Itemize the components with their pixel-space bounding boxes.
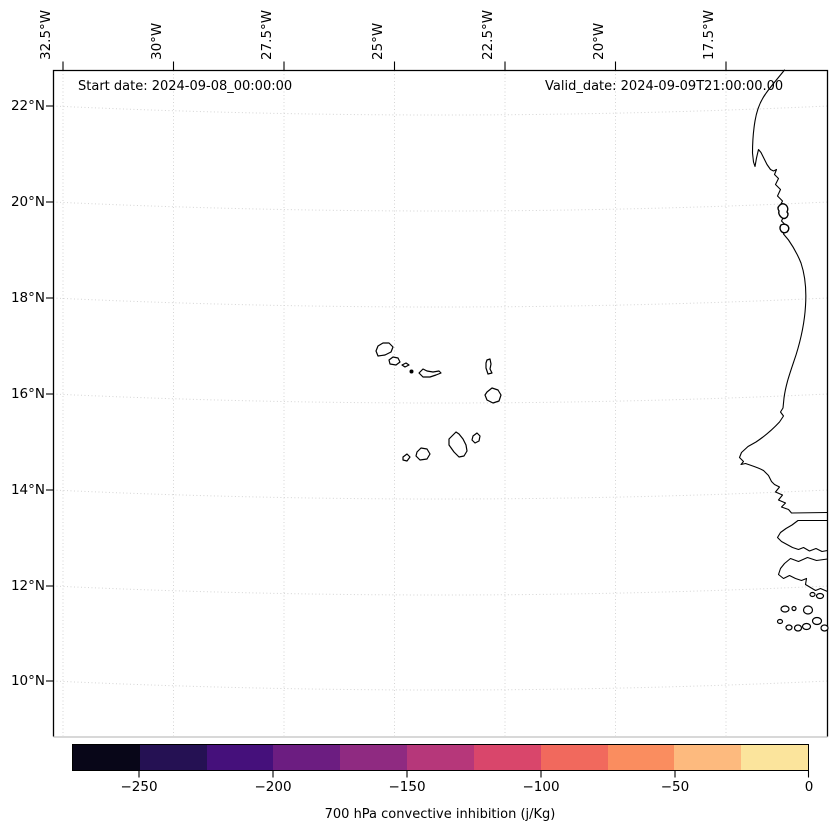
lat-tick-label: 18°N	[10, 290, 45, 306]
map-frame	[52, 69, 829, 738]
colorbar-segment	[407, 745, 474, 770]
valid-date-annotation: Valid_date: 2024-09-09T21:00:00.00	[545, 79, 784, 94]
colorbar-tick-label: 0	[804, 779, 814, 795]
colorbar-segment	[206, 745, 274, 770]
colorbar-tick-label: −250	[120, 779, 158, 795]
colorbar-tick-label: −150	[388, 779, 426, 795]
island-maio	[471, 432, 481, 444]
colorbar	[72, 744, 809, 771]
lon-tick-label: 32.5°W	[38, 9, 54, 60]
coastline-west-africa	[738, 69, 829, 593]
lat-tick-label: 14°N	[10, 482, 45, 498]
colorbar-segment	[340, 745, 408, 770]
colorbar-segment	[473, 745, 541, 770]
colorbar-tick-label: −100	[522, 779, 560, 795]
bijagos-islands	[776, 591, 829, 632]
lon-tick-label: 27.5°W	[259, 9, 275, 60]
colorbar-segment	[540, 745, 608, 770]
lat-tick-label: 16°N	[10, 386, 45, 402]
colorbar-label: 700 hPa convective inhibition (j/Kg)	[324, 807, 556, 822]
colorbar-tick-label: −50	[660, 779, 690, 795]
colorbar-segment	[607, 745, 675, 770]
island-islet	[409, 369, 414, 374]
island-brava	[402, 453, 411, 462]
lon-tick-label: 30°W	[148, 22, 165, 60]
lat-tick-label: 20°N	[10, 194, 45, 210]
colorbar-ticks	[138, 771, 810, 778]
colorbar-segment	[674, 745, 742, 770]
lon-tick-label: 17.5°W	[701, 9, 717, 60]
lat-tick-label: 10°N	[10, 673, 45, 689]
colorbar-tick-label: −200	[254, 779, 292, 795]
lat-tick-label: 12°N	[10, 578, 45, 594]
lat-tick-label: 22°N	[10, 98, 45, 114]
lon-tick-label: 22.5°W	[480, 9, 496, 60]
map-gridlines	[52, 70, 829, 736]
island-santo-antao	[375, 342, 394, 357]
colorbar-segment	[273, 745, 341, 770]
island-sal	[485, 358, 493, 375]
island-sao-vicente	[388, 356, 401, 366]
island-fogo	[415, 447, 431, 461]
lon-tick-label: 20°W	[590, 22, 607, 60]
island-santa-luzia	[401, 362, 410, 368]
start-date-annotation: Start date: 2024-09-08_00:00:00	[78, 79, 293, 94]
left-axis-ticks	[46, 105, 53, 682]
lon-tick-label: 25°W	[369, 22, 386, 60]
colorbar-segment	[741, 745, 808, 770]
top-axis-ticks	[62, 61, 727, 70]
colorbar-segment	[139, 745, 207, 770]
island-boa-vista	[484, 387, 502, 404]
colorbar-segment	[73, 745, 140, 770]
island-santiago	[448, 431, 468, 458]
island-sao-nicolau	[418, 368, 442, 378]
cape-verde-islands	[375, 342, 502, 462]
